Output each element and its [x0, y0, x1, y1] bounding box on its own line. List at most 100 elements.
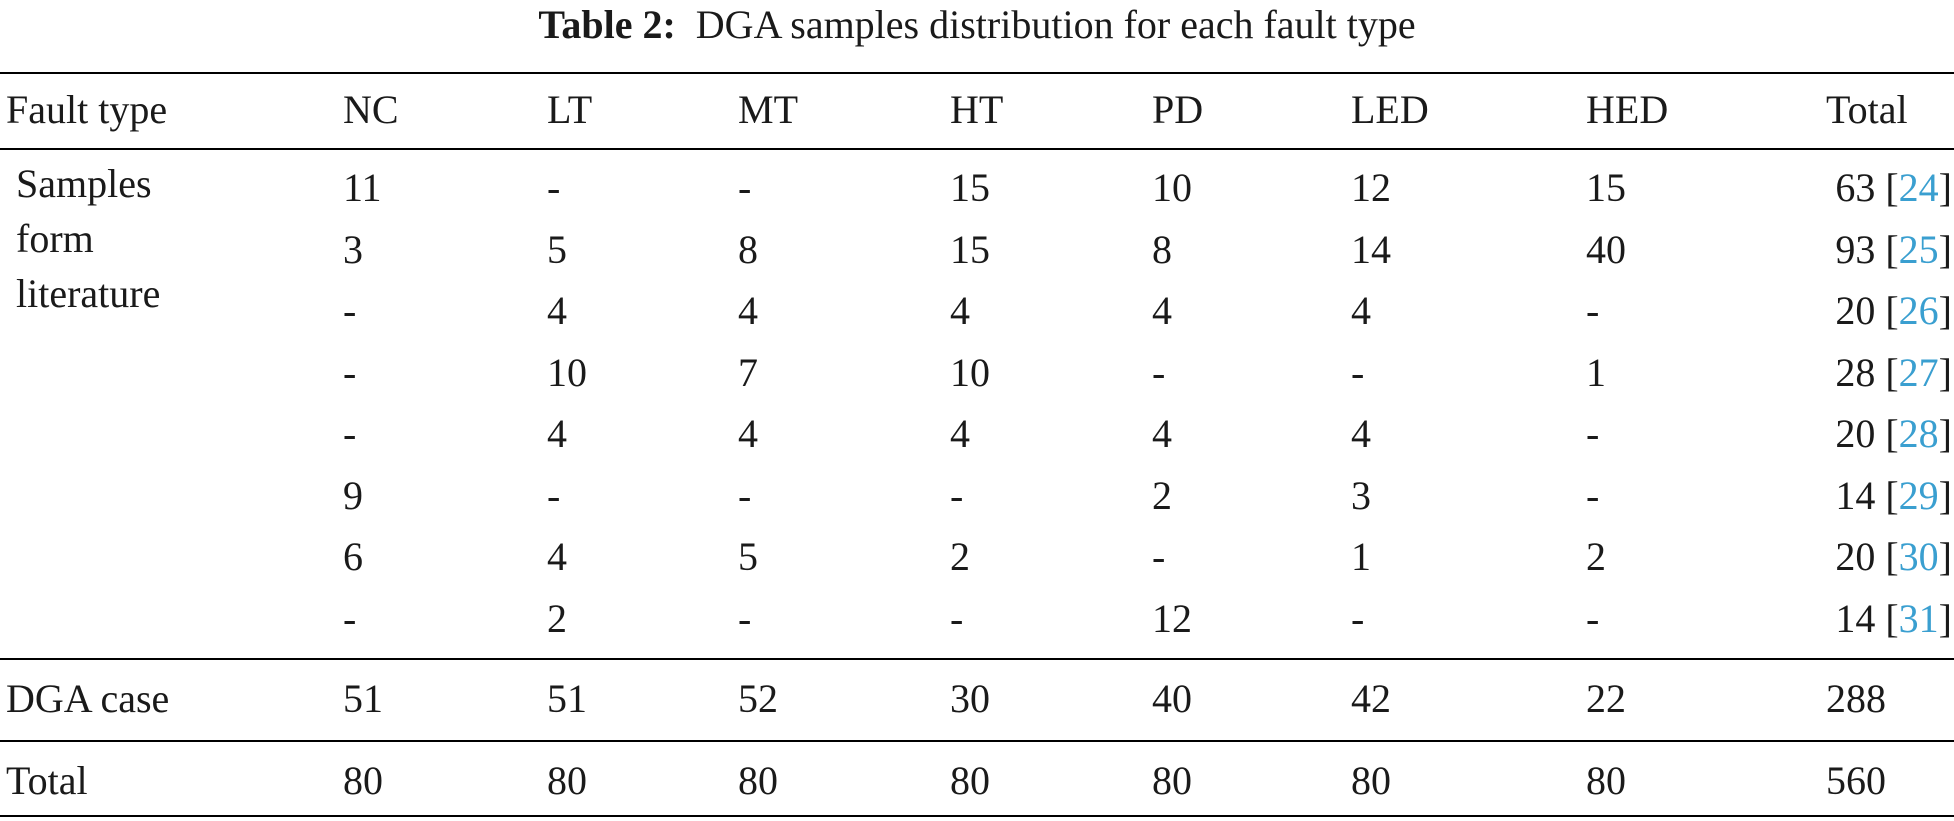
citation-link[interactable]: 24	[1898, 165, 1939, 210]
table-cell: -	[1586, 411, 1600, 456]
table-caption-text: DGA samples distribution for each fault …	[695, 2, 1416, 47]
table-cell: 1	[1351, 534, 1371, 579]
samples-group-label: Samples form literature	[16, 156, 256, 321]
table-cell: -	[1586, 473, 1600, 518]
table-cell: 3	[343, 227, 363, 272]
table-cell: -	[1586, 596, 1600, 641]
table-cell-total: 14 [29]	[1835, 473, 1952, 518]
table-cell: 5	[547, 227, 567, 272]
group-label-line: Samples	[16, 161, 152, 206]
citation-link[interactable]: 27	[1898, 350, 1939, 395]
table-cell: 4	[1351, 288, 1371, 333]
table-cell: 4	[547, 288, 567, 333]
table-cell: -	[1351, 350, 1365, 395]
table-cell: 4	[950, 288, 970, 333]
table-cell: 4	[738, 288, 758, 333]
literature-row: 6 4 5 2 - 1 2 20 [30]	[0, 527, 1954, 587]
table-cell: -	[343, 350, 357, 395]
table-cell: 80	[950, 758, 990, 803]
table-cell: -	[343, 596, 357, 641]
citation-link[interactable]: 28	[1898, 411, 1939, 456]
group-label-line: literature	[16, 271, 161, 316]
table-cell: 80	[1351, 758, 1391, 803]
table-cell: 4	[547, 411, 567, 456]
table-cell: -	[343, 288, 357, 333]
table-cell: -	[738, 165, 752, 210]
total-value: 14	[1835, 473, 1876, 518]
table-cell: 2	[1586, 534, 1606, 579]
table-cell: -	[1586, 288, 1600, 333]
table-caption-label: Table 2:	[538, 2, 676, 47]
table-cell-total: 20 [26]	[1835, 288, 1952, 333]
table-cell: -	[343, 411, 357, 456]
table-cell: -	[738, 473, 752, 518]
table-cell: 15	[950, 227, 990, 272]
table-cell: -	[950, 596, 964, 641]
table-cell: 52	[738, 676, 778, 721]
total-row-label: Total	[6, 758, 88, 803]
dga-case-row: DGA case 51 51 52 30 40 42 22 288	[0, 669, 1954, 729]
header-led: LED	[1351, 87, 1429, 132]
total-value: 28	[1835, 350, 1876, 395]
table-cell: 22	[1586, 676, 1626, 721]
table-cell: 4	[547, 534, 567, 579]
table-cell: 2	[1152, 473, 1172, 518]
literature-row: - 2 - - 12 - - 14 [31]	[0, 589, 1954, 649]
table-cell: 7	[738, 350, 758, 395]
table-cell: 8	[1152, 227, 1172, 272]
header-total: Total	[1826, 87, 1908, 132]
table-cell: -	[1152, 350, 1166, 395]
header-lt: LT	[547, 87, 593, 132]
table-cell: 40	[1586, 227, 1626, 272]
total-value: 93	[1835, 227, 1876, 272]
header-mt: MT	[738, 87, 798, 132]
table-cell: 80	[343, 758, 383, 803]
table-cell: 11	[343, 165, 382, 210]
table-cell: 1	[1586, 350, 1606, 395]
table-cell: 14	[1351, 227, 1391, 272]
total-value: 20	[1835, 288, 1876, 333]
table-cell: -	[950, 473, 964, 518]
table-cell: 80	[547, 758, 587, 803]
citation-link[interactable]: 29	[1898, 473, 1939, 518]
table-cell: 10	[547, 350, 587, 395]
table-cell: 4	[1152, 411, 1172, 456]
table-cell: 2	[547, 596, 567, 641]
citation-link[interactable]: 30	[1898, 534, 1939, 579]
table-cell: 8	[738, 227, 758, 272]
table-cell: 30	[950, 676, 990, 721]
table-cell: 51	[343, 676, 383, 721]
table-cell-total: 14 [31]	[1835, 596, 1952, 641]
citation-link[interactable]: 26	[1898, 288, 1939, 333]
literature-bottom-rule	[0, 658, 1954, 660]
table-cell: 5	[738, 534, 758, 579]
dga-case-label: DGA case	[6, 676, 170, 721]
total-value: 14	[1835, 596, 1876, 641]
table-cell-total: 288	[1826, 676, 1886, 721]
table-cell: 15	[950, 165, 990, 210]
table-cell: 12	[1351, 165, 1391, 210]
table-cell: 12	[1152, 596, 1192, 641]
table-cell: 3	[1351, 473, 1371, 518]
total-value: 63	[1835, 165, 1876, 210]
table-cell: 40	[1152, 676, 1192, 721]
table-cell: 10	[1152, 165, 1192, 210]
table-cell-total: 63 [24]	[1835, 165, 1952, 210]
table-cell: -	[547, 473, 561, 518]
literature-row: - 4 4 4 4 4 - 20 [28]	[0, 404, 1954, 464]
table-cell: 80	[1152, 758, 1192, 803]
table-cell-total: 560	[1826, 758, 1886, 803]
table-cell: -	[547, 165, 561, 210]
table-cell: 4	[950, 411, 970, 456]
literature-row: - 10 7 10 - - 1 28 [27]	[0, 343, 1954, 403]
table-cell: -	[738, 596, 752, 641]
table-cell-total: 20 [28]	[1835, 411, 1952, 456]
citation-link[interactable]: 25	[1898, 227, 1939, 272]
total-row: Total 80 80 80 80 80 80 80 560	[0, 751, 1954, 811]
table-header-rule	[0, 148, 1954, 150]
table-cell: 51	[547, 676, 587, 721]
table-cell-total: 20 [30]	[1835, 534, 1952, 579]
citation-link[interactable]: 31	[1898, 596, 1939, 641]
group-label-line: form	[16, 216, 94, 261]
table-cell: 9	[343, 473, 363, 518]
